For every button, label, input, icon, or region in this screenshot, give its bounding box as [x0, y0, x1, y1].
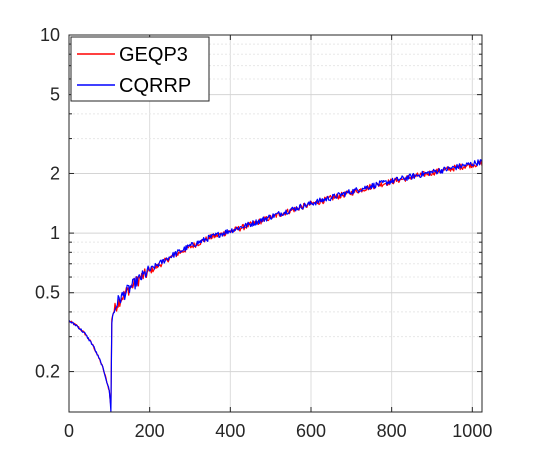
- legend-label-cqrrp: CQRRP: [119, 75, 191, 97]
- legend-label-geqp3: GEQP3: [119, 44, 188, 66]
- x-tick-label: 1000: [452, 421, 492, 441]
- x-tick-label: 200: [135, 421, 165, 441]
- x-tick-label: 400: [215, 421, 245, 441]
- legend-box: [70, 36, 210, 102]
- y-tick-label: 0.5: [35, 283, 60, 303]
- x-tick-label: 0: [64, 421, 74, 441]
- tick-labels: 0 200 400 600 800 1000 0.2 0.5 1 2 5 10: [35, 25, 492, 441]
- y-tick-label: 2: [50, 163, 60, 183]
- y-tick-label: 1: [50, 223, 60, 243]
- x-tick-label: 800: [377, 421, 407, 441]
- y-tick-label: 10: [40, 25, 60, 45]
- y-tick-label: 5: [50, 85, 60, 105]
- series-line-cqrrp: [68, 159, 483, 413]
- axes-layer: [68, 34, 483, 413]
- axes-box: [68, 34, 483, 413]
- series-layer: [68, 159, 483, 413]
- legend: GEQP3 CQRRP: [70, 36, 210, 102]
- y-tick-label: 0.2: [35, 362, 60, 382]
- x-tick-label: 600: [296, 421, 326, 441]
